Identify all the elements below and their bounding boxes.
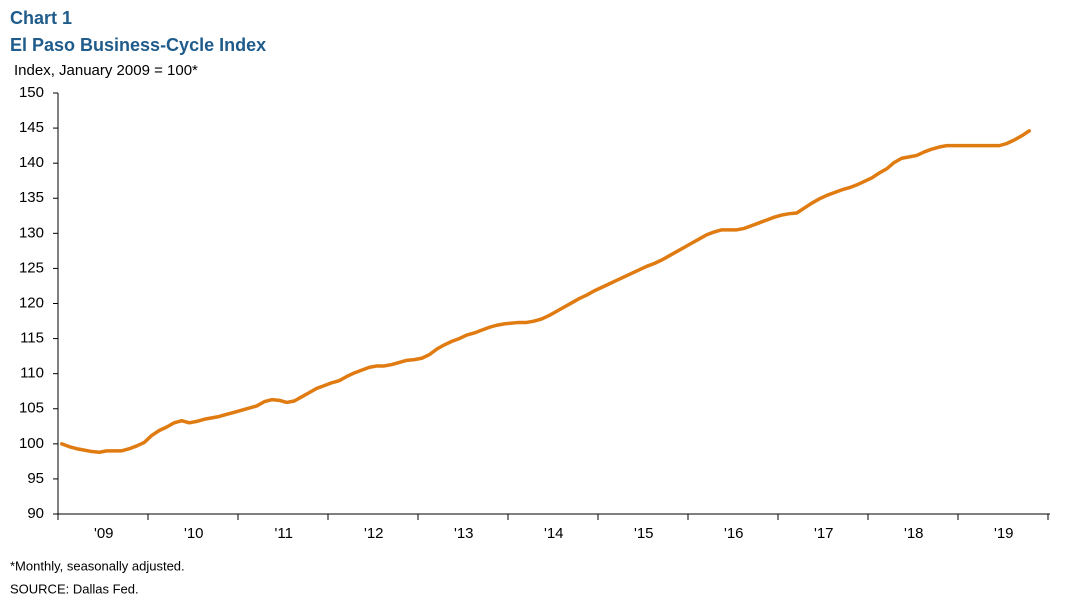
- x-tick-label: '17: [814, 525, 834, 542]
- y-tick-label: 100: [19, 435, 44, 452]
- x-tick-label: '19: [994, 525, 1014, 542]
- y-tick-label: 135: [19, 189, 44, 206]
- footnote: *Monthly, seasonally adjusted.: [10, 558, 185, 573]
- y-tick-label: 125: [19, 259, 44, 276]
- x-tick-label: '15: [634, 525, 654, 542]
- y-tick-label: 150: [19, 84, 44, 101]
- x-tick-label: '16: [724, 525, 744, 542]
- y-tick-label: 105: [19, 400, 44, 417]
- x-tick-label: '12: [364, 525, 384, 542]
- x-tick-label: '10: [184, 525, 204, 542]
- x-tick-label: '18: [904, 525, 924, 542]
- y-tick-label: 145: [19, 119, 44, 136]
- y-tick-label: 130: [19, 224, 44, 241]
- x-tick-label: '11: [275, 525, 293, 542]
- chart-subtitle: El Paso Business-Cycle Index: [10, 35, 266, 55]
- y-tick-label: 140: [19, 154, 44, 171]
- y-tick-label: 90: [27, 505, 44, 522]
- chart-title: Chart 1: [10, 8, 72, 28]
- y-tick-label: 115: [20, 330, 44, 347]
- y-tick-label: 120: [19, 294, 44, 311]
- x-tick-label: '14: [544, 525, 564, 542]
- y-tick-label: 110: [20, 365, 44, 382]
- x-tick-label: '13: [454, 525, 474, 542]
- y-tick-label: 95: [27, 470, 44, 487]
- x-tick-label: '09: [94, 525, 114, 542]
- line-series: [60, 129, 1031, 455]
- source: SOURCE: Dallas Fed.: [10, 581, 139, 596]
- y-axis-label: Index, January 2009 = 100*: [14, 62, 198, 79]
